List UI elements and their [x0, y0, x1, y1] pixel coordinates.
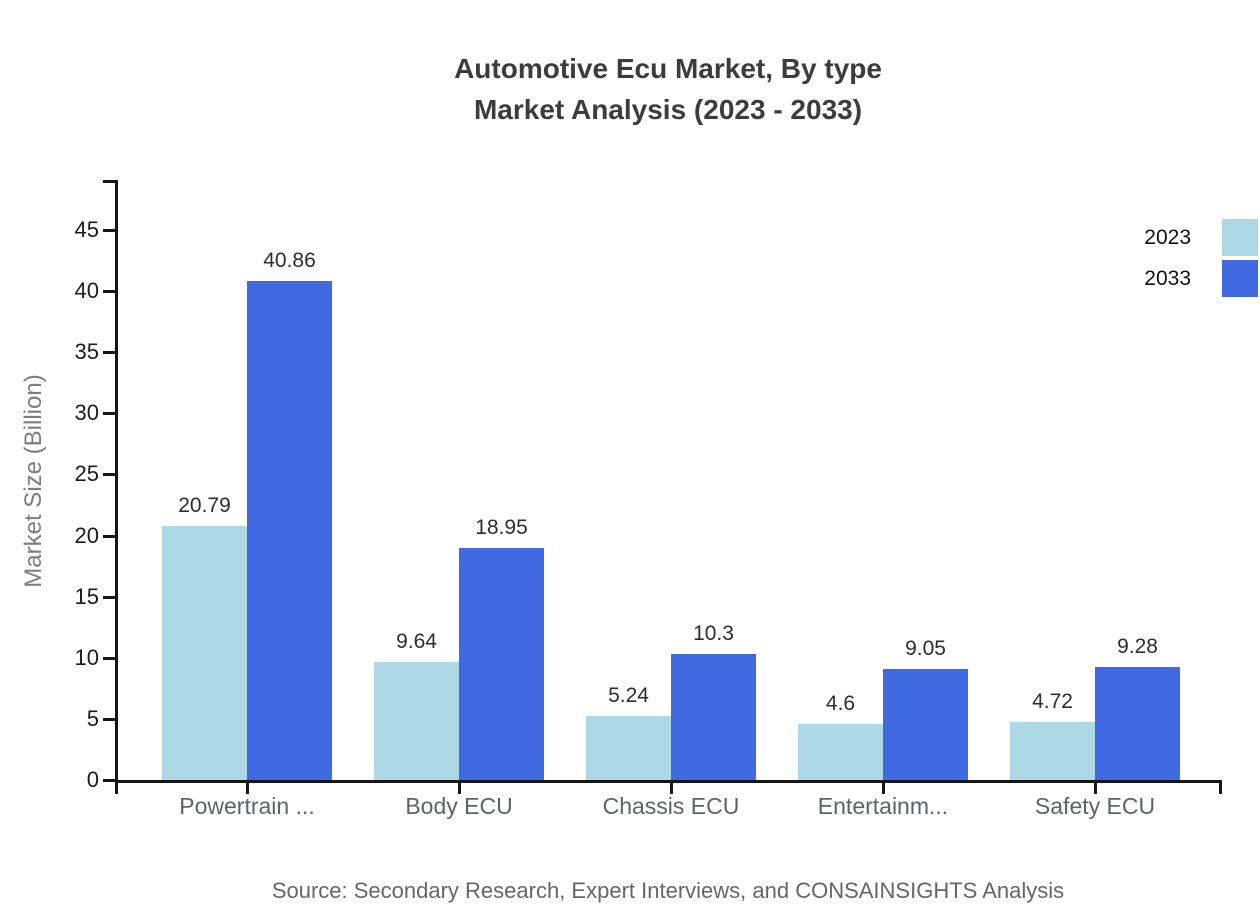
y-tick-label: 15 [74, 583, 99, 609]
x-tick-mark [246, 783, 249, 794]
bar-value-label: 9.64 [396, 630, 437, 654]
y-tick-mark [103, 412, 115, 416]
bar-value-label: 9.28 [1117, 634, 1158, 658]
y-tick-mark [103, 473, 115, 477]
x-axis-right-end-tick [1219, 783, 1222, 794]
y-tick-mark [103, 290, 115, 294]
bar-value-label: 18.95 [475, 516, 528, 540]
bar-2023 [798, 723, 883, 780]
x-tick-mark [1094, 783, 1097, 794]
legend-swatch-2033 [1222, 260, 1258, 297]
bar-value-label: 4.72 [1032, 690, 1073, 714]
bar-2033 [247, 280, 332, 780]
y-tick-mark [103, 229, 115, 232]
legend-swatch-2023 [1222, 219, 1258, 256]
y-axis-endcap-tick [103, 180, 115, 183]
bar-value-label: 4.6 [825, 691, 856, 715]
chart-title-line1: Automotive Ecu Market, By type [454, 53, 882, 84]
y-tick-label: 30 [74, 400, 99, 426]
chart-title-line2: Market Analysis (2023 - 2033) [473, 94, 863, 125]
bar-2023 [162, 525, 247, 780]
bar-2033 [883, 669, 968, 780]
category-label: Body ECU [405, 793, 513, 819]
y-tick-label: 35 [74, 339, 99, 365]
bar-value-label: 9.05 [905, 637, 946, 661]
y-axis-line [115, 180, 118, 780]
y-tick-label: 40 [74, 278, 99, 304]
category-label: Powertrain ... [179, 793, 315, 819]
bar-2033 [671, 654, 756, 780]
y-tick-label: 45 [74, 217, 99, 242]
legend-item-2033: 2033 [1144, 260, 1260, 297]
x-tick-mark [458, 783, 461, 794]
legend-label: 2023 [1144, 225, 1191, 249]
bar-2033 [1095, 666, 1180, 780]
bar-value-label: 40.86 [263, 248, 316, 272]
y-tick-mark [103, 595, 115, 599]
y-tick-mark [103, 351, 115, 355]
x-tick-mark [670, 783, 673, 794]
y-tick-label: 25 [74, 461, 99, 487]
y-tick-mark [103, 534, 115, 538]
y-tick-label: 5 [86, 705, 99, 731]
bar-2023 [374, 662, 459, 780]
y-tick-mark [103, 717, 115, 721]
chart-title: Automotive Ecu Market, By type Market An… [76, 48, 1260, 130]
x-tick-mark [882, 783, 885, 794]
bar-2023 [586, 715, 671, 780]
y-tick-label: 0 [86, 767, 99, 792]
y-tick-label: 10 [74, 644, 99, 670]
bar-2033 [459, 548, 544, 780]
y-tick-label: 20 [74, 522, 99, 548]
category-label: Entertainm... [817, 793, 949, 819]
bar-value-label: 20.79 [178, 493, 231, 517]
bar-value-label: 5.24 [608, 683, 649, 707]
legend-item-2023: 2023 [1144, 219, 1260, 256]
y-tick-mark [103, 779, 115, 782]
legend: 2023 2033 [1144, 219, 1260, 297]
y-tick-mark [103, 656, 115, 660]
x-axis-line [115, 780, 1222, 783]
category-label: Chassis ECU [602, 793, 740, 819]
legend-label: 2033 [1144, 266, 1191, 290]
x-axis-left-end-tick [115, 783, 118, 794]
bar-2023 [1010, 722, 1095, 780]
category-label: Safety ECU [1034, 793, 1156, 819]
bar-value-label: 10.3 [693, 622, 734, 646]
source-note: Source: Secondary Research, Expert Inter… [271, 878, 1065, 903]
